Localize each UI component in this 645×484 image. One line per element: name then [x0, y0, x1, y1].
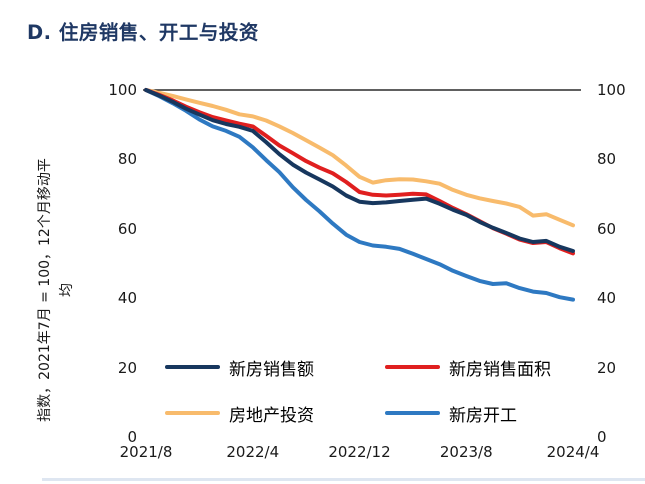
series-line-新房销售面积	[144, 88, 575, 256]
legend-swatch	[385, 364, 440, 370]
x-tick-label: 2022/4	[226, 443, 280, 461]
x-tick-label: 2022/12	[328, 443, 391, 461]
legend-item: 新房销售面积	[385, 356, 551, 380]
y-tick-label-left: 0	[127, 428, 137, 446]
y-tick-label-left: 100	[108, 81, 137, 99]
legend-swatch	[165, 410, 220, 416]
series-line-房地产投资	[144, 88, 575, 228]
y-tick-label-right: 100	[597, 81, 626, 99]
x-tick-label: 2021/8	[119, 443, 173, 461]
legend-swatch	[165, 364, 220, 370]
y-tick-label-right: 80	[597, 150, 617, 169]
legend-label: 新房销售面积	[449, 359, 551, 380]
bottom-divider	[42, 478, 645, 481]
chart-title: D. 住房销售、开工与投资	[27, 21, 259, 44]
y-tick-label-right: 60	[597, 219, 617, 238]
x-tick-label: 2024/4	[546, 443, 600, 461]
legend-item: 房地产投资	[165, 402, 385, 426]
legend-item: 新房销售额	[165, 356, 385, 380]
series-line-新房销售额	[144, 88, 575, 253]
legend-label: 新房销售额	[229, 359, 314, 380]
legend: 新房销售额 新房销售面积房地产投资 新房开工	[165, 356, 551, 426]
legend-item: 新房开工	[385, 402, 551, 426]
y-tick-label-right: 20	[597, 358, 617, 377]
y-tick-label-left: 20	[117, 358, 137, 377]
legend-label: 新房开工	[449, 405, 517, 426]
y-tick-label-right: 0	[597, 428, 607, 446]
y-tick-label-left: 60	[117, 219, 137, 238]
y-tick-label-right: 40	[597, 289, 617, 308]
series-line-新房开工	[144, 88, 575, 302]
y-tick-label-left: 40	[117, 289, 137, 308]
y-tick-label-left: 80	[117, 150, 137, 169]
x-tick-label: 2023/8	[439, 443, 493, 461]
legend-swatch	[385, 410, 440, 416]
legend-label: 房地产投资	[229, 405, 314, 426]
